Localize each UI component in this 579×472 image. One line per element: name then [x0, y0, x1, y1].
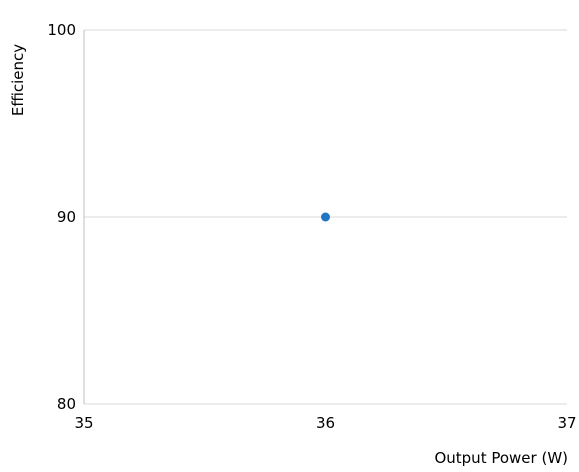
- y-tick-label: 90: [57, 208, 76, 226]
- tick-labels: 80 90 100 35 36 37: [47, 21, 576, 432]
- x-tick-label: 35: [74, 414, 93, 432]
- x-axis-title: Output Power (W): [434, 449, 568, 467]
- y-axis-title: Efficiency: [9, 44, 27, 116]
- data-point: [321, 213, 330, 222]
- data-points: [321, 213, 330, 222]
- y-tick-label: 100: [47, 21, 76, 39]
- x-tick-label: 36: [316, 414, 335, 432]
- x-tick-label: 37: [557, 414, 576, 432]
- y-tick-label: 80: [57, 395, 76, 413]
